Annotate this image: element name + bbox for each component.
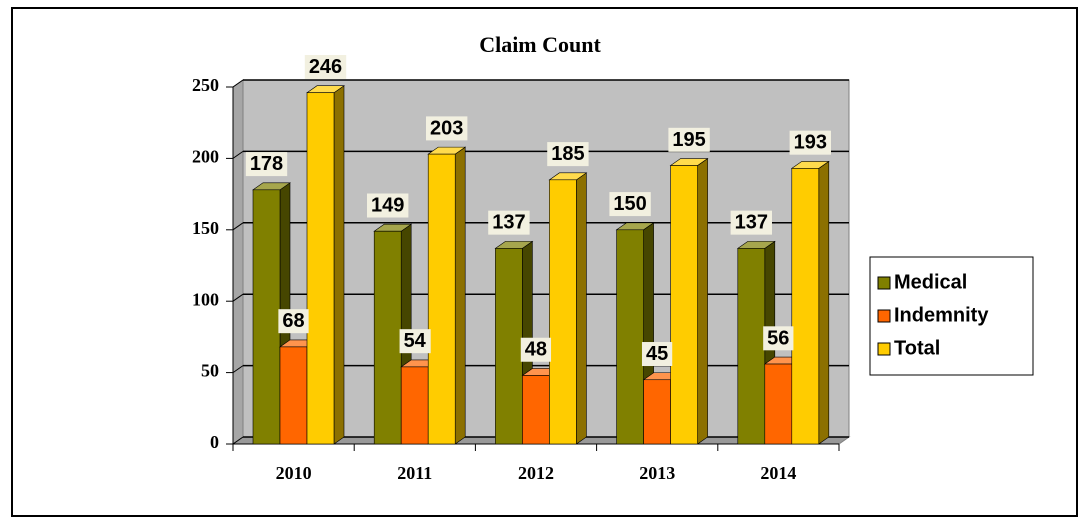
y-tick-label: 100 [192, 289, 219, 309]
value-label: 246 [309, 56, 342, 78]
value-label-bg [730, 210, 772, 235]
grid-line [232, 436, 244, 445]
value-label-bg [245, 152, 288, 177]
y-tick-label: 250 [192, 75, 219, 95]
grid-line [232, 150, 244, 159]
grid-line [232, 293, 244, 302]
side-wall [232, 79, 244, 445]
value-label-bg [609, 192, 651, 217]
bar-front [400, 366, 429, 445]
value-label: 56 [767, 327, 789, 349]
y-tick-label: 50 [201, 361, 219, 381]
bar [669, 157, 709, 445]
value-label-bg [278, 309, 309, 334]
bar-front [279, 346, 308, 445]
grid-line [232, 79, 244, 88]
value-label: 45 [646, 343, 668, 365]
value-label: 178 [250, 153, 283, 175]
bar [548, 172, 588, 445]
value-label: 193 [794, 132, 827, 154]
x-tick-label: 2010 [276, 463, 312, 483]
bar [427, 146, 467, 445]
value-label: 137 [492, 212, 525, 234]
x-tick-label: 2011 [397, 463, 432, 483]
legend-label: Total [894, 337, 940, 359]
y-tick-label: 0 [210, 432, 219, 452]
bar-side [697, 157, 708, 445]
bar-front [737, 248, 766, 445]
x-tick-label: 2013 [639, 463, 675, 483]
bar-front [643, 379, 671, 445]
bar-side [576, 172, 587, 445]
legend-label: Indemnity [894, 304, 989, 326]
value-label: 149 [371, 195, 404, 217]
bar [790, 160, 830, 445]
bar-front [306, 92, 335, 445]
legend-box [869, 256, 1034, 376]
bar-front [616, 229, 644, 445]
bar-front [373, 230, 402, 445]
value-label: 150 [613, 193, 646, 215]
value-label-bg [304, 54, 347, 79]
value-label-bg [641, 342, 673, 367]
x-tick-label: 2014 [760, 463, 796, 483]
value-label-bg [426, 116, 468, 141]
chart-title: Claim Count [479, 32, 601, 57]
value-label: 137 [735, 212, 768, 234]
value-label: 48 [525, 339, 547, 361]
value-label: 185 [551, 143, 584, 165]
value-label-bg [399, 329, 431, 354]
value-label-bg [668, 127, 710, 152]
y-tick-label: 200 [192, 147, 219, 167]
value-label-bg [367, 193, 409, 218]
bar-front [495, 248, 523, 445]
bar-side [818, 160, 830, 445]
bar-front [764, 363, 793, 445]
bar-front [252, 189, 281, 445]
grid-line [232, 365, 244, 374]
legend-swatch [877, 309, 891, 323]
value-label: 68 [282, 310, 304, 332]
value-label: 54 [404, 330, 427, 352]
legend-swatch [877, 342, 891, 356]
bar-side [333, 85, 345, 445]
value-label-bg [547, 142, 589, 167]
bar-front [670, 165, 698, 445]
value-label-bg [789, 130, 831, 155]
bar-front [522, 375, 550, 445]
bar-front [549, 179, 577, 445]
value-label-bg [520, 337, 552, 362]
value-label-bg [763, 326, 794, 351]
legend-label: Medical [894, 271, 967, 293]
bar-front [791, 168, 820, 445]
value-label: 195 [672, 129, 705, 151]
x-tick-label: 2012 [518, 463, 554, 483]
grid-line [232, 222, 244, 231]
value-label: 203 [430, 117, 463, 139]
value-label-bg [488, 210, 530, 235]
y-tick-label: 150 [192, 218, 219, 238]
bar [306, 85, 345, 445]
legend-swatch [877, 276, 891, 290]
bar-side [454, 146, 466, 445]
bar-front [427, 153, 456, 445]
